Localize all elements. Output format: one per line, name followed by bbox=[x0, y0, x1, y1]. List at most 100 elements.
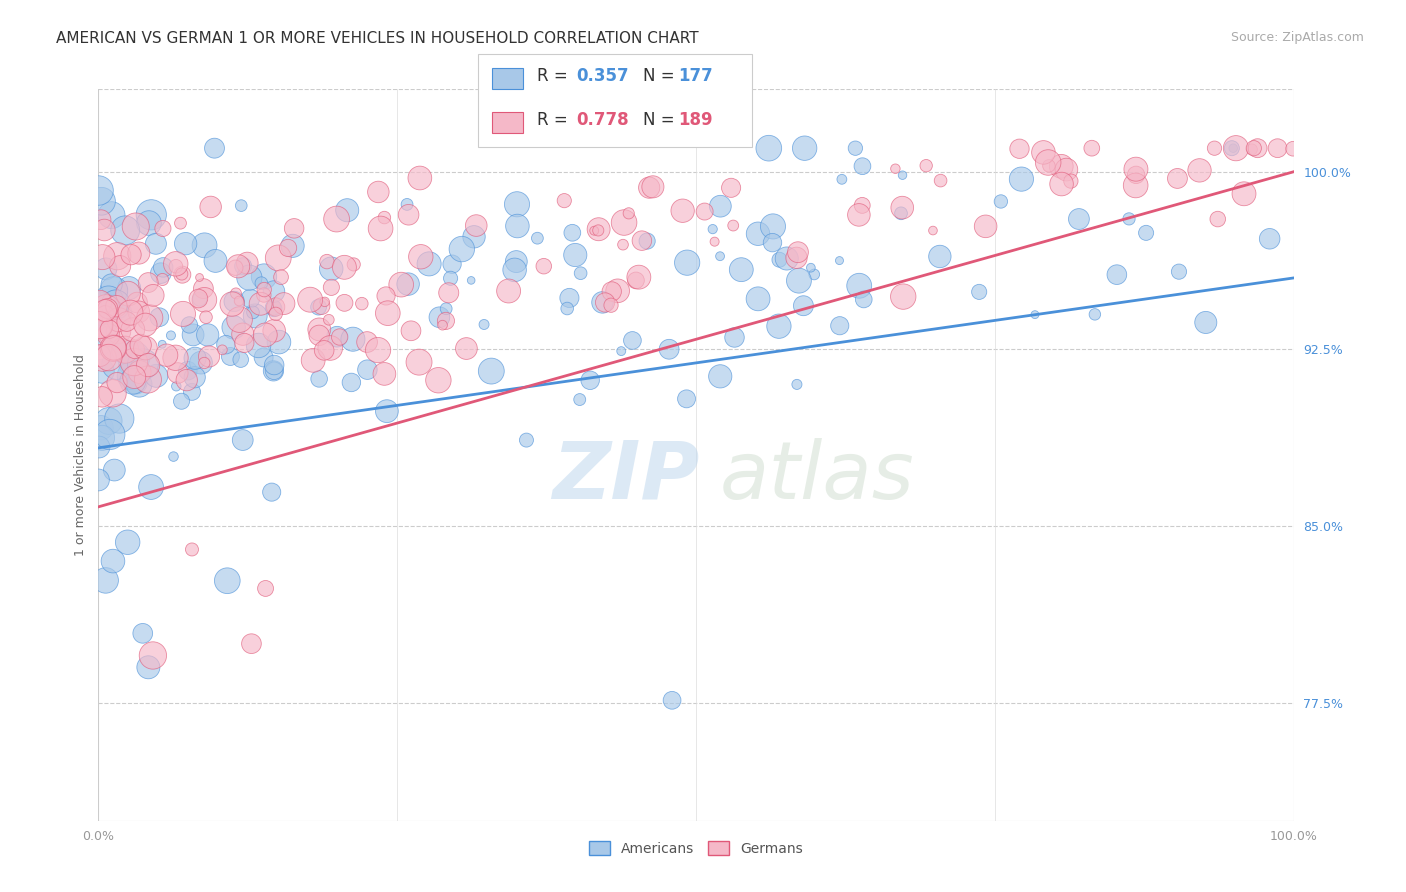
Point bbox=[1038, 159, 1060, 173]
Point bbox=[1135, 226, 1157, 240]
Point bbox=[702, 222, 724, 236]
Point bbox=[314, 343, 336, 358]
Point bbox=[302, 353, 325, 368]
Point bbox=[87, 319, 110, 334]
Point bbox=[184, 370, 207, 384]
Point bbox=[211, 343, 233, 357]
Point bbox=[152, 221, 174, 235]
Point bbox=[409, 250, 432, 264]
Point bbox=[138, 216, 160, 230]
Point bbox=[1222, 141, 1244, 155]
Point bbox=[326, 329, 349, 343]
Point bbox=[505, 254, 527, 268]
Point bbox=[1125, 168, 1147, 182]
Point bbox=[177, 364, 200, 378]
Point bbox=[142, 648, 165, 663]
Point bbox=[262, 301, 284, 315]
Point bbox=[1206, 212, 1229, 227]
Point bbox=[120, 306, 142, 320]
Point bbox=[224, 294, 246, 309]
Point bbox=[555, 301, 578, 316]
Point bbox=[721, 219, 744, 233]
Point bbox=[264, 300, 287, 314]
Point bbox=[472, 318, 495, 332]
Point bbox=[89, 349, 111, 363]
Point bbox=[277, 241, 299, 255]
Text: ZIP: ZIP bbox=[553, 438, 700, 516]
Point bbox=[762, 219, 785, 234]
Point bbox=[247, 338, 270, 352]
Point bbox=[128, 365, 150, 379]
Point bbox=[1246, 141, 1268, 155]
Point bbox=[583, 224, 606, 238]
Point bbox=[188, 270, 211, 285]
Point bbox=[928, 250, 950, 264]
Point bbox=[506, 219, 529, 233]
Point bbox=[215, 337, 238, 351]
Point bbox=[606, 284, 628, 298]
Point bbox=[170, 394, 193, 409]
Point bbox=[165, 379, 187, 393]
Point bbox=[132, 357, 155, 371]
Point bbox=[111, 305, 134, 319]
Point bbox=[138, 310, 160, 325]
Point bbox=[94, 261, 117, 276]
Point bbox=[94, 308, 117, 322]
Point bbox=[107, 324, 129, 338]
Point bbox=[828, 318, 851, 333]
Point bbox=[553, 194, 575, 208]
Point bbox=[621, 334, 644, 348]
Point bbox=[852, 293, 875, 307]
Text: R =: R = bbox=[537, 67, 574, 85]
Point bbox=[97, 301, 120, 316]
Point bbox=[974, 219, 997, 234]
Point bbox=[238, 270, 260, 285]
Point bbox=[503, 263, 526, 277]
Point bbox=[709, 199, 731, 213]
Point bbox=[617, 206, 640, 220]
Point bbox=[90, 421, 112, 435]
Point bbox=[432, 318, 454, 333]
Point bbox=[165, 351, 187, 365]
Point bbox=[1050, 159, 1073, 173]
Point bbox=[118, 281, 141, 295]
Point bbox=[204, 141, 226, 155]
Point bbox=[1233, 186, 1256, 201]
Point bbox=[768, 319, 790, 334]
Point bbox=[299, 293, 322, 307]
Text: 0.357: 0.357 bbox=[576, 67, 628, 85]
Point bbox=[98, 322, 121, 336]
Point bbox=[90, 212, 112, 227]
Point bbox=[884, 161, 907, 176]
Point bbox=[179, 318, 201, 332]
Point bbox=[245, 309, 267, 323]
Point bbox=[93, 223, 115, 237]
Point bbox=[169, 216, 191, 230]
Point bbox=[356, 334, 378, 349]
Point bbox=[125, 219, 148, 234]
Point bbox=[181, 384, 204, 399]
Point bbox=[579, 373, 602, 387]
Point bbox=[1125, 162, 1147, 177]
Point bbox=[786, 377, 808, 392]
Point bbox=[723, 330, 745, 344]
Point bbox=[128, 246, 150, 260]
Point bbox=[107, 302, 129, 317]
Point bbox=[145, 368, 167, 383]
Point bbox=[375, 404, 398, 418]
Point bbox=[134, 318, 156, 332]
Point bbox=[190, 356, 212, 370]
Point bbox=[232, 433, 254, 447]
Point bbox=[308, 300, 330, 314]
Point bbox=[558, 291, 581, 305]
Point bbox=[233, 335, 256, 350]
Point bbox=[160, 328, 183, 343]
Point bbox=[776, 252, 799, 266]
Point bbox=[91, 390, 114, 404]
Point bbox=[720, 181, 742, 195]
Point bbox=[97, 351, 120, 365]
Point bbox=[152, 272, 174, 286]
Point bbox=[828, 253, 851, 268]
Point bbox=[515, 433, 537, 447]
Point bbox=[343, 257, 366, 271]
